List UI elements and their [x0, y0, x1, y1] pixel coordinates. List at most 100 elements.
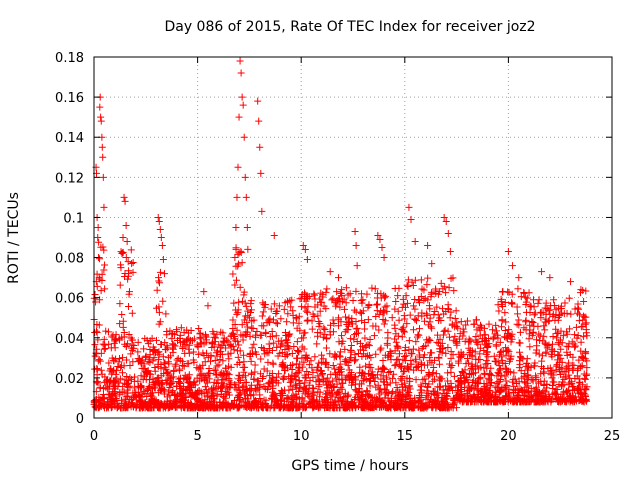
data-point — [461, 393, 469, 401]
data-point — [557, 302, 565, 310]
data-point — [302, 307, 310, 315]
data-point — [509, 262, 517, 270]
data-point — [518, 387, 526, 395]
data-point — [219, 357, 227, 365]
data-point — [533, 387, 541, 395]
data-point — [226, 383, 234, 391]
data-point — [518, 374, 526, 382]
data-point — [502, 377, 510, 385]
data-point — [237, 69, 245, 77]
data-point — [403, 299, 411, 307]
data-point — [166, 375, 174, 383]
data-point — [295, 360, 303, 368]
data-point — [215, 361, 223, 369]
data-point — [538, 352, 546, 360]
data-point — [559, 332, 567, 340]
data-point — [462, 360, 470, 368]
x-tick-label: 20 — [500, 429, 517, 444]
data-point — [334, 274, 342, 282]
data-point — [289, 319, 297, 327]
data-point — [283, 318, 291, 326]
data-point — [136, 403, 144, 411]
data-point — [400, 352, 408, 360]
data-point — [190, 348, 198, 356]
data-point — [201, 383, 209, 391]
data-point — [97, 401, 105, 409]
data-point — [494, 378, 502, 386]
data-point — [334, 397, 342, 405]
data-point — [278, 363, 286, 371]
data-point — [229, 270, 237, 278]
data-point — [219, 369, 227, 377]
data-point — [418, 285, 426, 293]
data-point — [543, 380, 551, 388]
data-point — [268, 388, 276, 396]
data-point — [251, 361, 259, 369]
data-point — [574, 309, 582, 317]
data-point — [192, 404, 200, 412]
data-point — [198, 375, 206, 383]
data-point — [121, 376, 129, 384]
data-point — [242, 386, 250, 394]
data-point — [181, 341, 189, 349]
data-point — [213, 392, 221, 400]
data-point — [338, 286, 346, 294]
data-point — [117, 363, 125, 371]
data-point — [503, 367, 511, 375]
data-point — [155, 277, 163, 285]
data-point — [432, 404, 440, 412]
data-point — [495, 307, 503, 315]
data-point — [462, 321, 470, 329]
data-point — [551, 316, 559, 324]
data-point — [253, 400, 261, 408]
data-point — [232, 245, 240, 253]
data-point — [348, 320, 356, 328]
data-point — [338, 376, 346, 384]
data-point — [143, 393, 151, 401]
data-point — [529, 296, 537, 304]
data-point — [435, 339, 443, 347]
data-point — [352, 403, 360, 411]
data-point — [378, 398, 386, 406]
data-point — [134, 348, 142, 356]
data-point — [436, 288, 444, 296]
data-point — [93, 282, 101, 290]
data-point — [502, 351, 510, 359]
data-point — [422, 342, 430, 350]
data-point — [459, 325, 467, 333]
data-point — [154, 363, 162, 371]
data-point — [108, 333, 116, 341]
data-point — [424, 242, 432, 250]
data-point — [326, 268, 334, 276]
data-point — [405, 203, 413, 211]
data-point — [116, 281, 124, 289]
data-point — [406, 395, 414, 403]
data-point — [426, 354, 434, 362]
data-point — [377, 307, 385, 315]
data-point — [119, 234, 127, 241]
data-point — [316, 378, 324, 386]
data-point — [418, 399, 426, 407]
x-tick-label: 15 — [397, 429, 414, 444]
data-point — [453, 393, 461, 401]
data-point — [407, 356, 415, 364]
data-point — [279, 374, 287, 382]
data-point — [430, 399, 438, 407]
data-point — [299, 363, 307, 371]
data-point — [541, 318, 549, 326]
data-point — [163, 331, 171, 339]
data-point — [235, 402, 243, 410]
data-point — [111, 337, 119, 345]
data-point — [364, 352, 372, 360]
data-point — [540, 332, 548, 340]
data-point — [466, 350, 474, 358]
data-point — [289, 392, 297, 400]
data-point — [235, 372, 243, 380]
data-point — [170, 341, 178, 349]
data-point — [185, 341, 193, 349]
data-point — [486, 369, 494, 377]
data-point — [101, 285, 109, 293]
data-point — [562, 398, 570, 406]
data-point — [301, 329, 309, 337]
data-point — [524, 371, 532, 379]
